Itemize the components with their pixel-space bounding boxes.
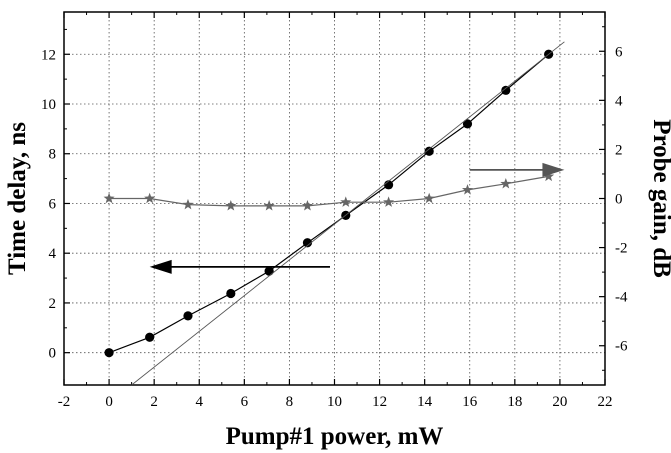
data-point-circle <box>462 119 473 129</box>
data-point-star <box>543 170 555 182</box>
series-line <box>109 175 549 207</box>
data-point-star <box>461 184 474 195</box>
x-tick-label: 4 <box>196 394 204 410</box>
data-point-star <box>225 200 237 211</box>
arrow-head <box>542 162 565 177</box>
data-point-circle <box>226 288 236 299</box>
data-point-star <box>144 192 156 204</box>
arrow-left <box>149 259 330 274</box>
x-axis-title: Pump#1 power, mW <box>226 423 444 450</box>
series-line <box>108 53 549 354</box>
data-point-star <box>423 192 435 204</box>
x-tick-label: 10 <box>327 394 342 410</box>
y2-tick-labels: -6 -4 -2 0 2 4 6 <box>615 44 628 354</box>
y2-tick-label: 0 <box>615 192 623 208</box>
arrow-head <box>149 259 172 274</box>
data-point-circle <box>501 85 511 95</box>
data-point-star <box>340 196 352 207</box>
data-point-circle <box>104 348 114 358</box>
fit-line <box>131 41 565 386</box>
y-tick-label: 4 <box>49 246 57 262</box>
x-tick-labels: -2 0 2 4 6 8 10 12 14 16 18 20 22 <box>58 394 613 410</box>
x-tick-label: 6 <box>241 394 249 410</box>
y-tick-label: 0 <box>49 346 57 362</box>
data-point-star <box>182 198 194 210</box>
x-tick-label: 8 <box>286 394 294 410</box>
data-point-star <box>383 196 395 207</box>
y2-tick-label: 2 <box>615 142 623 158</box>
data-point-star <box>263 200 275 211</box>
y-tick-labels: 0 2 4 6 8 10 12 <box>41 47 57 361</box>
data-point-circle <box>424 146 434 156</box>
data-point-circle <box>145 332 155 342</box>
data-point-star <box>500 177 512 189</box>
x-tick-label: 12 <box>372 394 387 410</box>
data-point-circle <box>183 311 193 321</box>
data-point-circle <box>302 238 313 248</box>
y2-tick-label: 6 <box>615 44 623 60</box>
y-axis-title: Time delay, ns <box>4 122 31 275</box>
series-layer <box>103 41 565 386</box>
y2-tick-label: -2 <box>615 241 628 257</box>
x-tick-label: 20 <box>552 394 567 410</box>
series-2 <box>131 41 565 386</box>
y2-tick-label: -4 <box>615 290 628 306</box>
y-tick-label: 10 <box>41 97 56 113</box>
y-tick-label: 2 <box>49 296 57 312</box>
data-point-circle <box>264 266 274 276</box>
y2-tick-label: -6 <box>615 339 628 355</box>
x-tick-label: 16 <box>462 394 478 410</box>
axis-ticks <box>63 12 606 385</box>
x-tick-label: 2 <box>150 394 158 410</box>
y2-tick-label: 4 <box>615 93 623 109</box>
y-tick-label: 8 <box>49 147 57 163</box>
y-tick-label: 6 <box>49 196 57 212</box>
arrow-right <box>469 162 565 177</box>
data-point-star <box>301 200 313 211</box>
y-tick-label: 12 <box>41 47 56 63</box>
x-tick-label: 0 <box>105 394 113 410</box>
x-tick-label: 14 <box>417 394 433 410</box>
annotation-arrows <box>149 162 565 274</box>
x-tick-label: 18 <box>507 394 522 410</box>
x-tick-label: -2 <box>58 394 71 410</box>
x-tick-label: 22 <box>598 394 613 410</box>
series-1 <box>103 170 555 211</box>
y2-axis-title: Probe gain, dB <box>648 119 671 278</box>
data-point-star <box>103 192 115 204</box>
